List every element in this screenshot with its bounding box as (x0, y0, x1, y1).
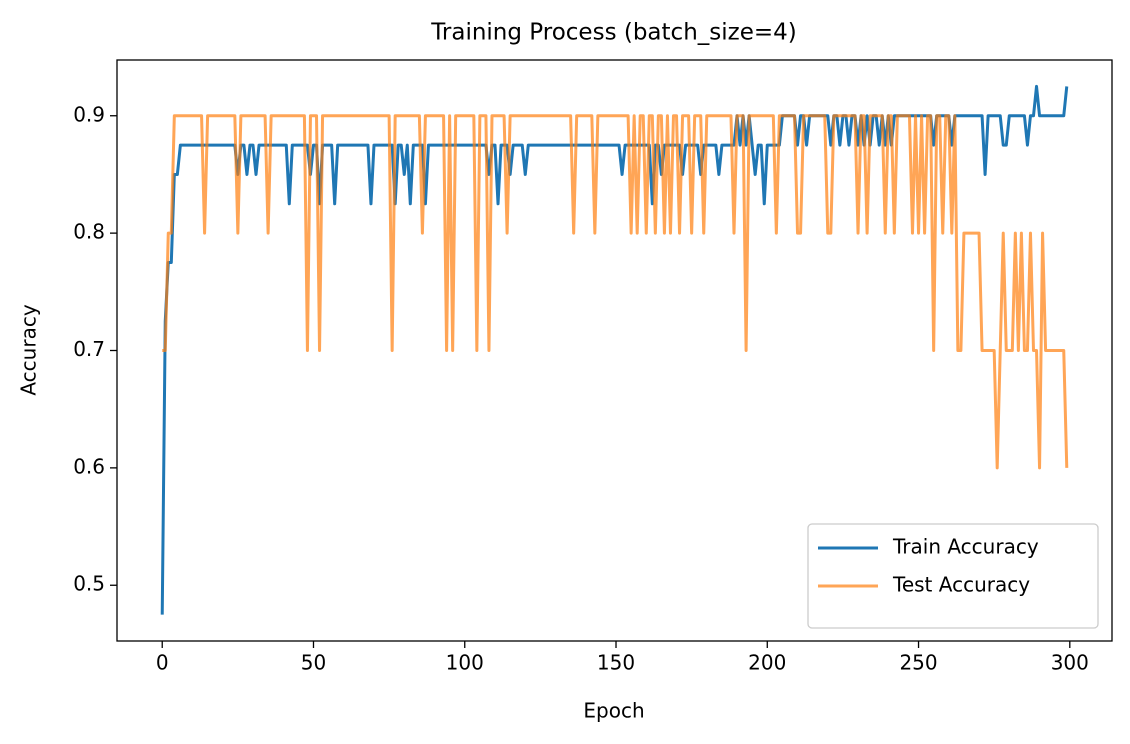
legend-label: Test Accuracy (892, 573, 1030, 597)
y-tick-label: 0.5 (73, 572, 105, 596)
x-tick-label: 150 (597, 651, 635, 675)
legend-label: Train Accuracy (892, 535, 1039, 559)
y-tick-label: 0.8 (73, 220, 105, 244)
x-tick-label: 250 (899, 651, 937, 675)
x-tick-label: 300 (1051, 651, 1089, 675)
y-tick-label: 0.9 (73, 102, 105, 126)
x-tick-label: 100 (446, 651, 484, 675)
series-line (162, 114, 1069, 470)
x-tick-label: 50 (301, 651, 326, 675)
chart-title: Training Process (batch_size=4) (430, 20, 797, 46)
x-tick-label: 200 (748, 651, 786, 675)
x-axis-label: Epoch (583, 699, 644, 723)
y-tick-label: 0.6 (73, 454, 105, 478)
x-tick-label: 0 (156, 651, 169, 675)
legend-box (807, 523, 1099, 629)
y-axis-label: Accuracy (17, 304, 41, 395)
plot-frame (116, 59, 1113, 642)
y-tick-label: 0.7 (73, 337, 105, 361)
